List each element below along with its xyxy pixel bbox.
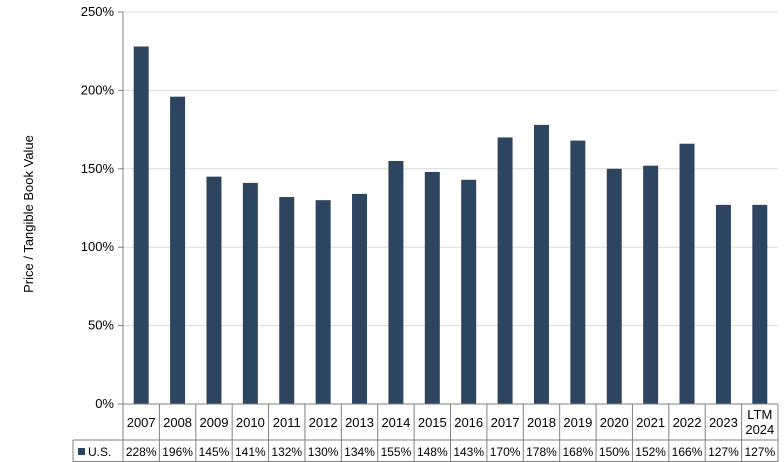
x-tick-label: 2013 <box>345 415 374 430</box>
bar <box>606 168 622 404</box>
y-axis-label: Price / Tangible Book Value <box>21 135 36 293</box>
x-tick-label: 2017 <box>491 415 520 430</box>
bar <box>352 193 368 404</box>
data-label: 132% <box>271 445 302 459</box>
bar <box>133 46 149 404</box>
data-table: 2007 2008 2009 2010 2011 2012 2013 2014 2015 2016… <box>72 403 779 462</box>
y-tick-label: 100% <box>81 239 115 254</box>
x-tick-label: 2014 <box>381 415 410 430</box>
bar <box>424 171 440 404</box>
bar <box>388 160 404 404</box>
y-tick-label: 50% <box>88 318 114 333</box>
data-label: 228% <box>126 445 157 459</box>
x-tick-label: 2007 <box>127 415 156 430</box>
bar <box>315 200 331 404</box>
bar <box>570 140 586 405</box>
data-label: 152% <box>635 445 666 459</box>
y-tick-label: 250% <box>81 4 115 19</box>
data-label: 166% <box>672 445 703 459</box>
legend-swatch <box>78 448 85 455</box>
x-tick-label: 2016 <box>454 415 483 430</box>
y-tick-label: 200% <box>81 82 115 97</box>
bar <box>715 204 731 404</box>
x-tick-label: 2010 <box>236 415 265 430</box>
bar <box>461 179 477 404</box>
data-label: 127% <box>744 445 775 459</box>
legend-label: U.S. <box>88 445 111 459</box>
bar <box>170 96 186 404</box>
x-tick-label: 2022 <box>673 415 702 430</box>
data-label: 150% <box>599 445 630 459</box>
data-label: 143% <box>453 445 484 459</box>
bar <box>533 124 549 405</box>
bar-series <box>133 46 768 405</box>
data-label: 134% <box>344 445 375 459</box>
x-tick-label: 2020 <box>600 415 629 430</box>
x-tick-label: 2021 <box>636 415 665 430</box>
data-label: 170% <box>490 445 521 459</box>
x-tick-label: 2008 <box>163 415 192 430</box>
x-tick-label: 2024 <box>745 422 774 437</box>
y-tick-label: 0% <box>95 396 114 411</box>
data-label: 145% <box>199 445 230 459</box>
bar <box>752 204 768 404</box>
x-tick-label: 2011 <box>273 415 301 430</box>
data-label: 148% <box>417 445 448 459</box>
data-label: 141% <box>235 445 266 459</box>
data-label: 168% <box>563 445 594 459</box>
bar <box>643 165 659 404</box>
x-tick-label: 2019 <box>563 415 592 430</box>
bar <box>206 176 222 404</box>
x-tick-label: 2012 <box>309 415 338 430</box>
bar <box>679 143 695 404</box>
x-tick-label: 2018 <box>527 415 556 430</box>
gridlines <box>123 11 778 327</box>
x-tick-label: 2023 <box>709 415 738 430</box>
y-tick-label: 150% <box>81 161 115 176</box>
x-tick-label: LTM <box>747 407 772 422</box>
y-axis: 0% 50% 100% 150% 200% 250% <box>81 4 124 411</box>
x-tick-label: 2009 <box>200 415 229 430</box>
bar <box>497 137 513 404</box>
data-label: 178% <box>526 445 557 459</box>
data-label: 127% <box>708 445 739 459</box>
bar <box>242 182 258 404</box>
data-label: 196% <box>162 445 193 459</box>
bar <box>279 197 295 404</box>
x-tick-label: 2015 <box>418 415 447 430</box>
data-label: 130% <box>308 445 339 459</box>
data-label: 155% <box>381 445 412 459</box>
